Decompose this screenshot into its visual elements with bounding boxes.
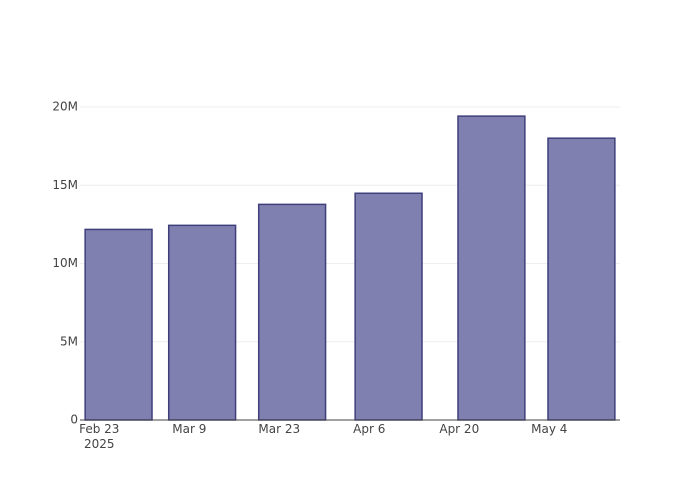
- x-tick-label: Feb 23 2025: [79, 422, 120, 451]
- bar: [354, 192, 423, 421]
- x-tick-label: Apr 20: [439, 422, 480, 436]
- x-tick-label: Apr 6: [353, 422, 386, 436]
- bar: [457, 115, 526, 421]
- x-tick-label: Mar 23: [258, 422, 301, 436]
- y-tick-label: 20M: [52, 100, 78, 114]
- y-tick-label: 15M: [52, 178, 78, 192]
- bar: [257, 203, 327, 421]
- bar: [547, 137, 616, 421]
- y-tick-label: 0: [70, 413, 78, 427]
- bar: [84, 228, 153, 421]
- y-tick-label: 10M: [52, 256, 78, 270]
- bar: [167, 224, 237, 421]
- x-tick-label: May 4: [531, 422, 568, 436]
- x-tick-label: Mar 9: [172, 422, 207, 436]
- y-tick-label: 5M: [60, 334, 78, 348]
